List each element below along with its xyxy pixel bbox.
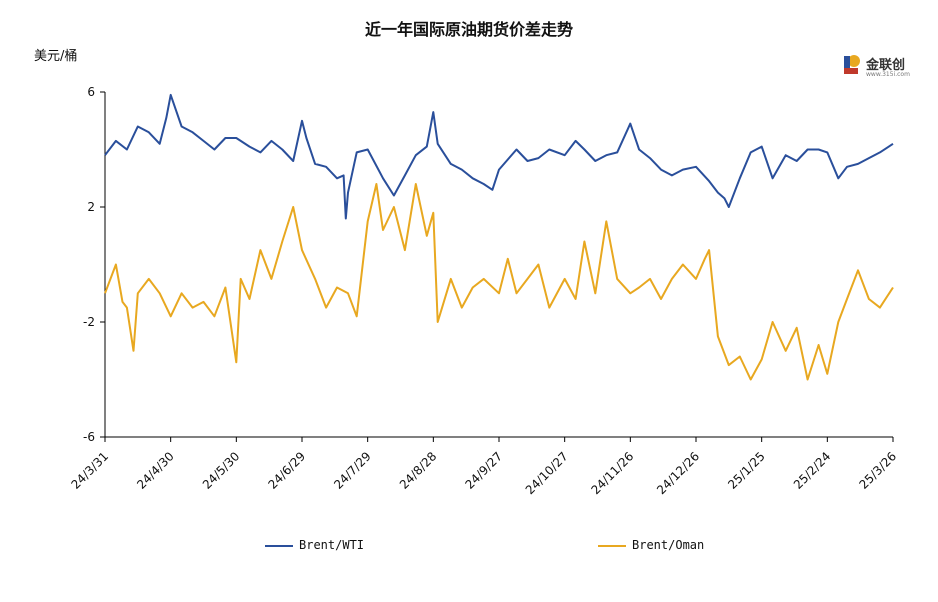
x-tick-label: 24/9/27	[463, 449, 506, 492]
x-tick-label: 24/5/30	[200, 449, 243, 492]
chart-series	[104, 93, 894, 381]
x-tick-label: 24/3/31	[69, 449, 112, 492]
x-tick-label: 24/8/28	[397, 449, 440, 492]
legend-label-brent-oman: Brent/Oman	[632, 538, 705, 552]
legend-swatch-brent-oman	[598, 544, 626, 547]
x-tick-label: 24/11/26	[588, 449, 636, 497]
x-tick-label: 24/6/29	[266, 449, 309, 492]
x-tick-label: 25/1/25	[725, 449, 768, 492]
logo-text: 金联创	[866, 58, 906, 73]
legend-label-brent-wti: Brent/WTI	[299, 538, 365, 552]
series-line-brent-wti	[104, 93, 894, 220]
x-axis-ticks: 24/3/31 24/4/30 24/5/30 24/6/29 24/7/29 24/8/…	[69, 437, 900, 497]
y-tick-label: 2	[87, 200, 95, 214]
chart-axes	[104, 92, 893, 438]
x-tick-label: 24/7/29	[331, 449, 374, 492]
x-tick-label: 25/3/26	[857, 449, 900, 492]
series-line-brent-oman	[104, 183, 894, 381]
legend-item-brent-wti: Brent/WTI	[265, 538, 364, 552]
y-axis-ticks: 6 2 -2 -6	[83, 85, 105, 444]
logo-mark-icon	[844, 55, 860, 74]
brand-logo: 金联创 www.315i.com	[842, 52, 922, 82]
y-tick-label: -2	[83, 315, 95, 329]
legend-swatch-brent-wti	[265, 544, 293, 547]
legend-item-brent-oman: Brent/Oman	[598, 538, 704, 552]
logo-subtext: www.315i.com	[866, 71, 910, 78]
y-axis-unit-label: 美元/桶	[34, 49, 78, 64]
x-tick-label: 24/10/27	[523, 449, 571, 497]
chart-title: 近一年国际原油期货价差走势	[364, 20, 573, 39]
y-tick-label: 6	[87, 85, 95, 99]
y-tick-label: -6	[83, 430, 95, 444]
x-tick-label: 25/2/24	[791, 449, 834, 492]
x-tick-label: 24/4/30	[134, 449, 177, 492]
x-tick-label: 24/12/26	[654, 449, 702, 497]
